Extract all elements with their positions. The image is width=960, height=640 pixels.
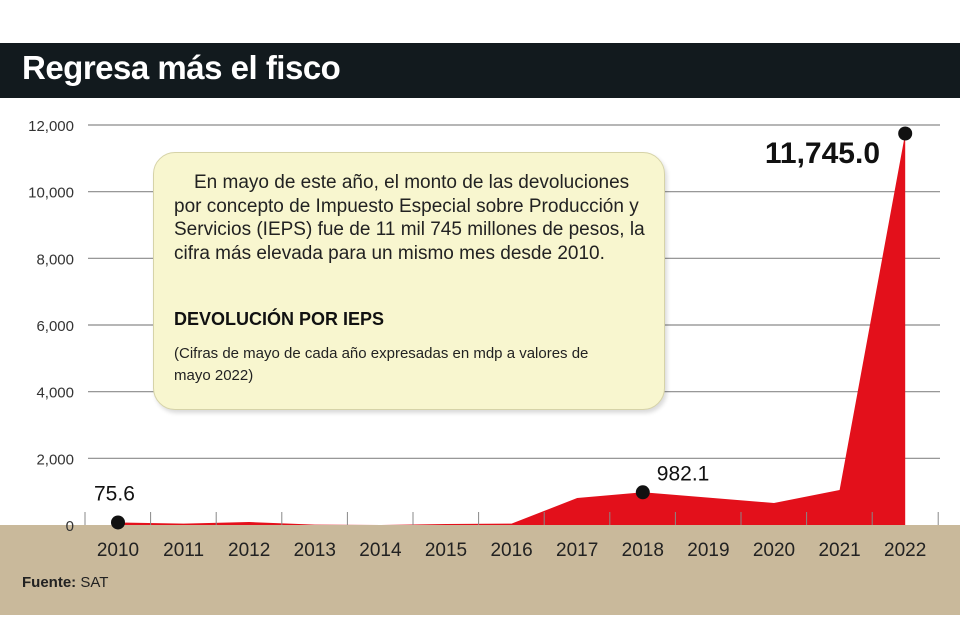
source-label: Fuente:: [22, 574, 77, 591]
x-tick-label: 2018: [622, 540, 664, 561]
x-tick-label: 2011: [163, 540, 204, 561]
y-tick-label: 4,000: [36, 385, 74, 402]
data-label: 11,745.0: [765, 137, 880, 170]
y-tick-label: 2,000: [36, 451, 74, 468]
x-tick-label: 2017: [556, 540, 598, 561]
x-tick-label: 2010: [97, 540, 139, 561]
x-tick-label: 2022: [884, 540, 926, 561]
x-tick-label: 2016: [490, 540, 532, 561]
chart-title: Regresa más el fisco: [22, 49, 341, 86]
y-tick-label: 0: [66, 518, 74, 535]
y-tick-label: 8,000: [36, 251, 74, 268]
data-point: [111, 515, 125, 530]
x-tick-label: 2019: [687, 540, 729, 561]
source-value: SAT: [80, 574, 109, 591]
x-tick-label: 2021: [818, 540, 860, 561]
chart-note: (Cifras de mayo de cada año expresadas e…: [174, 345, 589, 384]
data-point: [898, 126, 913, 141]
callout-text: En mayo de este año, el monto de las dev…: [174, 172, 645, 264]
footer-band: [0, 525, 960, 615]
callout-box: En mayo de este año, el monto de las dev…: [153, 152, 665, 410]
x-tick-label: 2012: [228, 540, 270, 561]
chart-subtitle: DEVOLUCIÓN POR IEPS: [174, 309, 385, 329]
x-tick-label: 2013: [294, 540, 336, 561]
data-label: 982.1: [657, 462, 710, 485]
y-tick-label: 10,000: [28, 185, 74, 202]
data-label: 75.6: [94, 482, 135, 505]
y-tick-label: 12,000: [28, 118, 74, 135]
x-tick-label: 2014: [359, 540, 402, 561]
source: Fuente: SAT: [22, 574, 108, 591]
x-tick-label: 2020: [753, 540, 795, 561]
x-tick-label: 2015: [425, 540, 467, 561]
y-tick-label: 6,000: [36, 318, 74, 335]
data-point: [635, 485, 650, 500]
header-bar: Regresa más el fisco: [0, 43, 960, 98]
